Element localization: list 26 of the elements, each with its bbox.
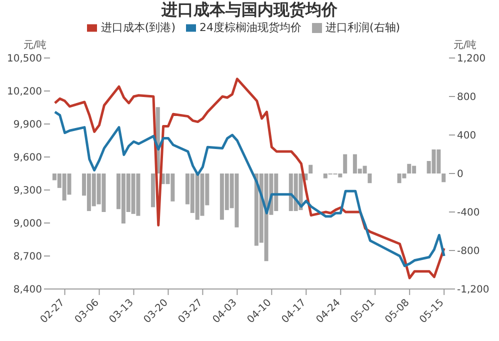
chart-title: 进口成本与国内现货均价 — [160, 0, 338, 21]
y-tick-label: 9,000 — [13, 218, 42, 230]
legend-label: 进口利润(右轴) — [326, 21, 400, 34]
y-tick-label: 10,500 — [7, 54, 42, 65]
y-axis-title: 元/吨 — [23, 39, 47, 51]
y2-tick-label: -800 — [457, 246, 480, 258]
y2-axis-title: 元/吨 — [453, 39, 477, 51]
bar — [368, 174, 372, 184]
y2-tick-label: 0 — [457, 169, 464, 180]
bar — [308, 164, 313, 174]
y2-tick-label: 800 — [457, 92, 476, 104]
legend-label: 24度棕榈油现货均价 — [200, 21, 302, 34]
y-tick-label: 8,700 — [13, 252, 42, 263]
y2-tick-label: -1,200 — [457, 284, 490, 296]
legend-label: 进口成本(到港) — [100, 21, 176, 34]
y-tick-label: 9,600 — [13, 152, 42, 164]
bar — [343, 154, 348, 174]
y-tick-label: 8,400 — [13, 284, 42, 296]
y-tick-label: 9,900 — [13, 120, 42, 131]
y2-tick-label: 400 — [457, 130, 476, 142]
y2-tick-label: 1,200 — [457, 54, 486, 65]
y-tick-label: 10,200 — [7, 86, 42, 98]
y2-tick-label: -400 — [457, 208, 480, 219]
bar — [442, 174, 446, 182]
bar — [150, 174, 155, 208]
y-tick-label: 9,300 — [13, 186, 42, 197]
